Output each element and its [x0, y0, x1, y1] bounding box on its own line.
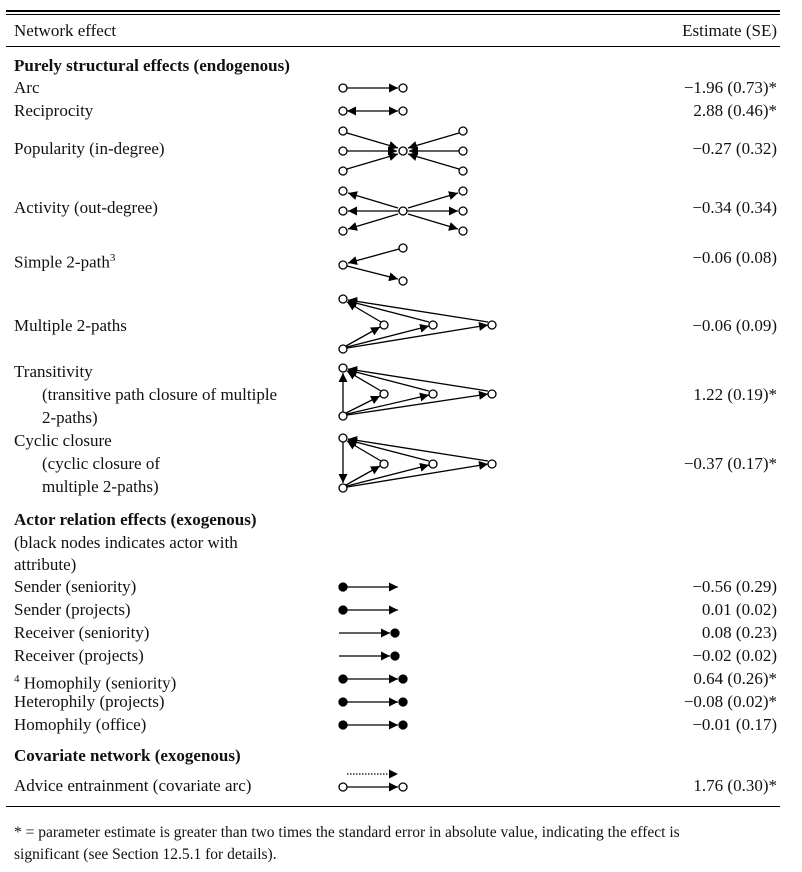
row-sublabel-cyclic-2: multiple 2-paths) — [42, 477, 159, 496]
row-estimate-receiver-seniority: 0.08 (0.23) — [701, 623, 777, 642]
diagram-activity — [338, 186, 468, 236]
row-estimate-sender-seniority: −0.56 (0.29) — [692, 577, 777, 596]
bottom-rule — [6, 806, 780, 807]
row-label-receiver-seniority: Receiver (seniority) — [14, 623, 150, 642]
row-label-simple2path: Simple 2-path3 — [14, 248, 115, 273]
row-estimate-transitivity: 1.22 (0.19)* — [693, 385, 777, 404]
row-estimate-arc: −1.96 (0.73)* — [683, 78, 777, 97]
row-sublabel-transitivity-2: 2-paths) — [42, 408, 98, 427]
diagram-simple-2path — [338, 243, 408, 286]
footnote-line-2: significant (see Section 12.5.1 for deta… — [14, 846, 277, 863]
diagram-arc — [338, 83, 408, 93]
diagram-sender-seniority — [338, 582, 398, 592]
header-rule — [6, 46, 780, 47]
row-label-popularity: Popularity (in-degree) — [14, 139, 165, 158]
section-structural: Purely structural effects (endogenous) — [14, 56, 290, 75]
diagram-transitivity — [338, 363, 497, 421]
section-actor-note-2: attribute) — [14, 555, 77, 574]
row-label-reciprocity: Reciprocity — [14, 101, 94, 120]
diagram-homophily-office — [338, 720, 408, 730]
row-label-homophily-office: Homophily (office) — [14, 715, 147, 734]
row-label-heterophily-projects: Heterophily (projects) — [14, 692, 165, 711]
diagram-advice-entrainment — [338, 769, 408, 792]
row-estimate-heterophily-projects: −0.08 (0.02)* — [683, 692, 777, 711]
footnote-ref-4: 4 — [14, 673, 20, 685]
row-estimate-homophily-office: −0.01 (0.17) — [692, 715, 777, 734]
simple2path-text: Simple 2-path — [14, 252, 110, 272]
diagram-multiple-2paths — [338, 294, 497, 354]
row-estimate-reciprocity: 2.88 (0.46)* — [693, 101, 777, 120]
row-sublabel-cyclic-1: (cyclic closure of — [42, 454, 160, 473]
row-estimate-sender-projects: 0.01 (0.02) — [701, 600, 777, 619]
row-label-receiver-projects: Receiver (projects) — [14, 646, 144, 665]
row-estimate-receiver-projects: −0.02 (0.02) — [692, 646, 777, 665]
top-rule-thick — [6, 10, 780, 12]
diagram-homophily-seniority — [338, 674, 408, 684]
section-actor-note-1: (black nodes indicates actor with — [14, 533, 238, 552]
row-label-multiple2paths: Multiple 2-paths — [14, 316, 127, 335]
row-estimate-homophily-seniority: 0.64 (0.26)* — [693, 669, 777, 688]
diagram-receiver-projects — [339, 651, 400, 661]
row-label-advice: Advice entrainment (covariate arc) — [14, 776, 252, 795]
header-estimate-label: Estimate (SE) — [682, 21, 777, 40]
diagram-heterophily-projects — [338, 697, 408, 707]
top-rule-thin — [6, 14, 780, 15]
homophily-seniority-text: Homophily (seniority) — [23, 673, 177, 693]
section-covariate: Covariate network (exogenous) — [14, 746, 241, 765]
diagram-sender-projects — [338, 605, 398, 615]
row-label-transitivity: Transitivity — [14, 362, 93, 381]
footnote-ref-3: 3 — [109, 252, 116, 264]
row-estimate-simple2path: −0.06 (0.08) — [692, 248, 777, 267]
row-label-sender-projects: Sender (projects) — [14, 600, 131, 619]
row-estimate-popularity: −0.27 (0.32) — [692, 139, 777, 158]
row-estimate-multiple2paths: −0.06 (0.09) — [692, 316, 777, 335]
row-label-sender-seniority: Sender (seniority) — [14, 577, 137, 596]
row-estimate-cyclic: −0.37 (0.17)* — [683, 454, 777, 473]
row-estimate-activity: −0.34 (0.34) — [692, 198, 777, 217]
row-estimate-advice: 1.76 (0.30)* — [693, 776, 777, 795]
header-effect-label: Network effect — [14, 21, 117, 40]
row-sublabel-transitivity-1: (transitive path closure of multiple — [42, 385, 278, 404]
row-label-cyclic: Cyclic closure — [14, 431, 112, 450]
row-label-homophily-seniority: 4 Homophily (seniority) — [14, 669, 176, 694]
row-label-arc: Arc — [14, 78, 40, 97]
diagram-receiver-seniority — [339, 628, 400, 638]
diagram-reciprocity — [338, 106, 408, 116]
row-label-activity: Activity (out-degree) — [14, 198, 158, 217]
diagram-popularity — [338, 126, 468, 176]
diagram-cyclic-closure — [338, 433, 497, 493]
section-actor: Actor relation effects (exogenous) — [14, 510, 257, 529]
footnote-line-1: * = parameter estimate is greater than t… — [14, 824, 680, 841]
